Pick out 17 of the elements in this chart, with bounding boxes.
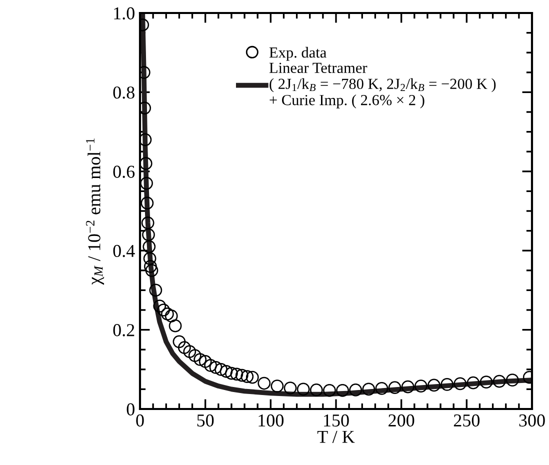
x-tick-label: 0 [136,414,144,427]
x-tick-label: 200 [388,414,414,427]
x-axis-title: T / K [317,430,355,443]
y-tick-label: 1.0 [114,7,134,20]
legend-label: Exp. data [269,46,326,61]
x-tick-label: 250 [454,414,480,427]
x-tick-label: 150 [324,414,349,427]
y-tick-label: 0.6 [113,166,135,178]
y-tick-label: 0 [126,403,134,416]
y-tick-label: 0.4 [113,244,135,258]
text: Linear Tetramer ( 2J$_{1}$/k$_{B}$ = −780 K, 2J$_{2}$/k$_{B}$ = −200 K ) + Curie Imp. ( 2.6% × 2 ) [269,62,496,108]
y-tick-label: 0.2 [113,324,134,336]
x-tick-label: 300 [519,414,545,427]
y-axis-title: χ$_{M}$ / 10$^{−2}$ emu mol$^{−1}$ [86,138,104,285]
x-tick-label: 100 [258,414,284,427]
x-tick-label: 50 [197,414,214,427]
y-tick-label: 0.8 [113,86,134,99]
